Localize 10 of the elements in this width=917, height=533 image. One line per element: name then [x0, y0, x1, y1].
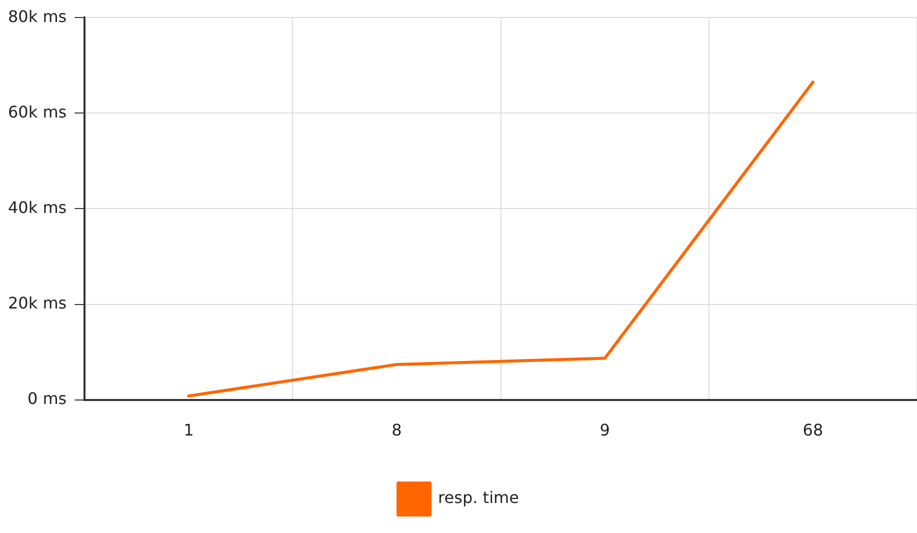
y-tick-label: 40k ms	[8, 198, 67, 217]
x-tick-label: 68	[802, 420, 824, 440]
x-tick-label: 8	[392, 420, 402, 440]
legend-label: resp. time	[438, 488, 519, 508]
x-tick-label: 1	[184, 420, 194, 440]
y-tick-label: 20k ms	[8, 293, 67, 312]
y-tick-label: 0 ms	[27, 388, 67, 408]
y-tick-label: 60k ms	[8, 102, 67, 122]
y-tick-label: 80k ms	[8, 6, 67, 26]
x-tick-label: 9	[600, 420, 610, 440]
